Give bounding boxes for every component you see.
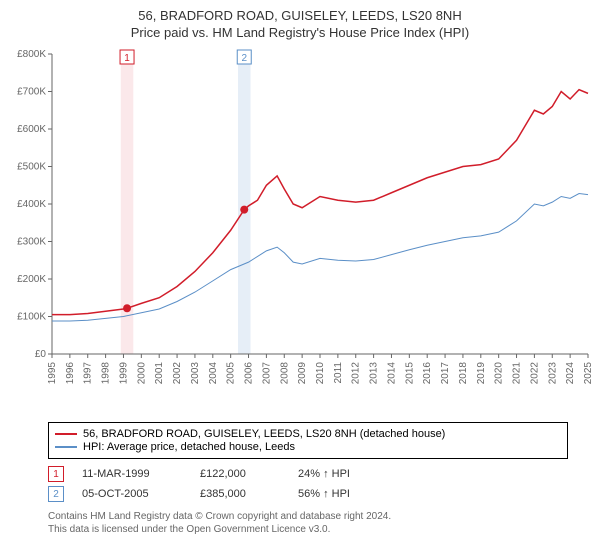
sale-marker: 2 xyxy=(48,486,64,502)
sale-band-index: 2 xyxy=(241,53,247,64)
sale-price: £385,000 xyxy=(200,488,280,500)
x-tick-label: 2001 xyxy=(154,362,165,385)
x-tick-label: 2018 xyxy=(458,362,469,385)
legend: 56, BRADFORD ROAD, GUISELEY, LEEDS, LS20… xyxy=(48,422,568,459)
y-tick-label: £300K xyxy=(17,237,46,248)
y-tick-label: £600K xyxy=(17,124,46,135)
x-tick-label: 2010 xyxy=(315,362,326,385)
legend-swatch xyxy=(55,446,77,448)
sale-hpi: 56% ↑ HPI xyxy=(298,488,398,500)
sale-band-index: 1 xyxy=(124,53,130,64)
y-tick-label: £400K xyxy=(17,199,46,210)
title-line-2: Price paid vs. HM Land Registry's House … xyxy=(0,25,600,42)
x-tick-label: 2012 xyxy=(351,362,362,385)
chart-area: 1 2 £0 £100K £200K £300K £400K £500K £600K £700K £… xyxy=(0,44,600,414)
x-tick-label: 2006 xyxy=(244,362,255,385)
x-tick-label: 2025 xyxy=(583,362,594,385)
sale-hpi: 24% ↑ HPI xyxy=(298,468,398,480)
x-tick-label: 2017 xyxy=(440,362,451,385)
x-tick-label: 2024 xyxy=(565,362,576,385)
sale-row: 1 11-MAR-1999 £122,000 24% ↑ HPI xyxy=(48,466,398,482)
y-tick-label: £100K xyxy=(17,312,46,323)
y-tick-label: £200K xyxy=(17,274,46,285)
legend-label: HPI: Average price, detached house, Leed… xyxy=(83,441,295,453)
x-tick-label: 1995 xyxy=(47,362,58,385)
x-tick-label: 2020 xyxy=(494,362,505,385)
title-line-1: 56, BRADFORD ROAD, GUISELEY, LEEDS, LS20… xyxy=(0,8,600,25)
x-tick-label: 2021 xyxy=(512,362,523,385)
legend-item: HPI: Average price, detached house, Leed… xyxy=(55,441,561,453)
x-tick-label: 1996 xyxy=(65,362,76,385)
y-tick-label: £500K xyxy=(17,162,46,173)
legend-item: 56, BRADFORD ROAD, GUISELEY, LEEDS, LS20… xyxy=(55,428,561,440)
legend-swatch xyxy=(55,433,77,435)
x-tick-label: 1998 xyxy=(101,362,112,385)
x-tick-label: 1999 xyxy=(118,362,129,385)
sales-table: 1 11-MAR-1999 £122,000 24% ↑ HPI 2 05-OC… xyxy=(48,462,398,506)
x-tick-label: 2014 xyxy=(386,362,397,385)
footer-line-2: This data is licensed under the Open Gov… xyxy=(48,523,391,536)
legend-label: 56, BRADFORD ROAD, GUISELEY, LEEDS, LS20… xyxy=(83,428,445,440)
chart-title: 56, BRADFORD ROAD, GUISELEY, LEEDS, LS20… xyxy=(0,0,600,42)
sale-band xyxy=(238,54,251,354)
sale-date: 05-OCT-2005 xyxy=(82,488,182,500)
x-tick-label: 2019 xyxy=(476,362,487,385)
x-tick-label: 2022 xyxy=(529,362,540,385)
y-tick-label: £700K xyxy=(17,87,46,98)
x-tick-label: 2003 xyxy=(190,362,201,385)
x-tick-label: 2013 xyxy=(369,362,380,385)
x-tick-label: 1997 xyxy=(83,362,94,385)
x-tick-label: 2008 xyxy=(279,362,290,385)
x-tick-label: 2000 xyxy=(136,362,147,385)
sale-row: 2 05-OCT-2005 £385,000 56% ↑ HPI xyxy=(48,486,398,502)
x-tick-label: 2007 xyxy=(261,362,272,385)
sale-date: 11-MAR-1999 xyxy=(82,468,182,480)
x-tick-label: 2005 xyxy=(226,362,237,385)
x-tick-label: 2002 xyxy=(172,362,183,385)
x-tick-label: 2011 xyxy=(333,362,344,384)
sale-point-marker xyxy=(123,304,131,312)
footer: Contains HM Land Registry data © Crown c… xyxy=(48,510,391,536)
y-tick-label: £0 xyxy=(35,349,47,360)
sale-marker: 1 xyxy=(48,466,64,482)
x-tick-label: 2015 xyxy=(404,362,415,385)
footer-line-1: Contains HM Land Registry data © Crown c… xyxy=(48,510,391,523)
y-tick-label: £800K xyxy=(17,49,46,60)
x-tick-label: 2016 xyxy=(422,362,433,385)
x-tick-label: 2004 xyxy=(208,362,219,385)
x-tick-label: 2009 xyxy=(297,362,308,385)
sale-price: £122,000 xyxy=(200,468,280,480)
sale-point-marker xyxy=(240,206,248,214)
x-tick-label: 2023 xyxy=(547,362,558,385)
